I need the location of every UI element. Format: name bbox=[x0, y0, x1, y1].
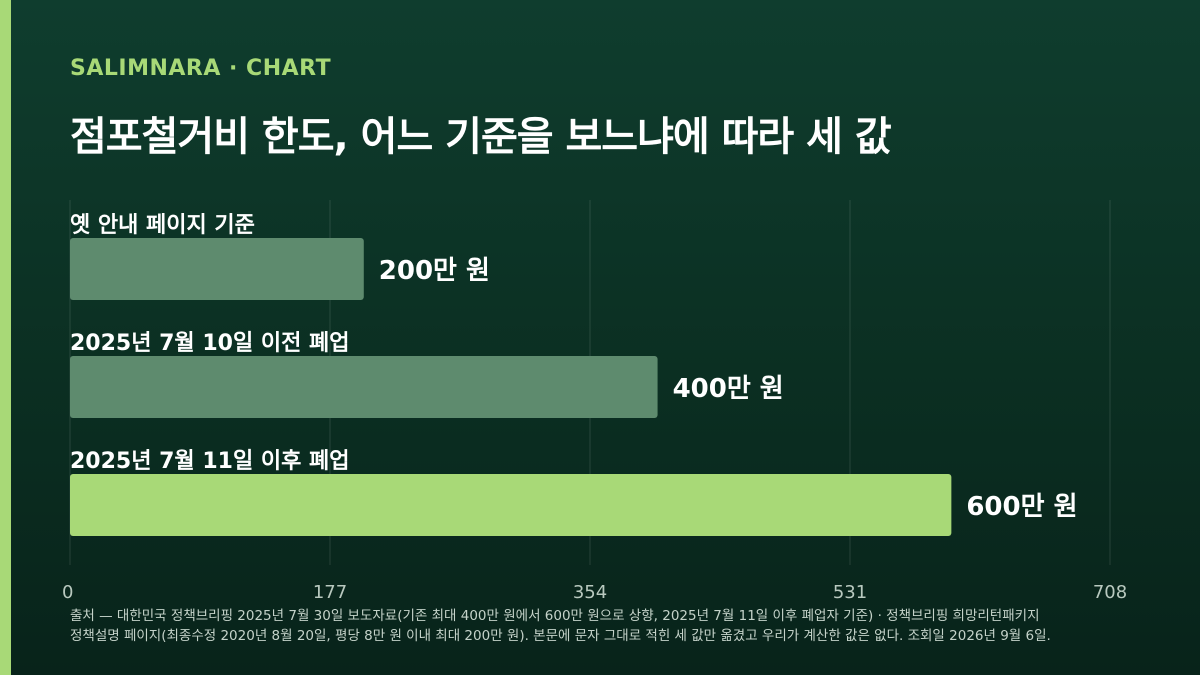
chart-title: 점포철거비 한도, 어느 기준을 보느냐에 따라 세 값 bbox=[70, 114, 892, 160]
source-line-2: 정책설명 페이지(최종수정 2020년 8월 20일, 평당 8만 원 이내 최… bbox=[70, 628, 1051, 644]
brand-label: SALIMNARA · CHART bbox=[70, 56, 332, 81]
category-label-1: 2025년 7월 10일 이전 폐업 bbox=[70, 331, 349, 356]
x-tick-label-3: 531 bbox=[833, 582, 867, 603]
bar-0 bbox=[70, 238, 364, 300]
value-label-2: 600만 원 bbox=[966, 492, 1077, 522]
value-label-0: 200만 원 bbox=[379, 256, 490, 286]
value-label-1: 400만 원 bbox=[673, 374, 784, 404]
category-label-0: 옛 안내 페이지 기준 bbox=[70, 213, 255, 238]
bar-2 bbox=[70, 474, 952, 536]
category-label-2: 2025년 7월 11일 이후 폐업 bbox=[70, 449, 349, 474]
x-tick-label-4: 708 bbox=[1093, 582, 1127, 603]
x-tick-label-2: 354 bbox=[573, 582, 607, 603]
bar-1 bbox=[70, 356, 658, 418]
source-line-1: 출처 — 대한민국 정책브리핑 2025년 7월 30일 보도자료(기존 최대 … bbox=[70, 608, 1040, 624]
x-tick-label-1: 177 bbox=[313, 582, 347, 603]
accent-stripe bbox=[0, 0, 11, 675]
x-tick-label-0: 0 bbox=[62, 582, 73, 603]
source-note: 출처 — 대한민국 정책브리핑 2025년 7월 30일 보도자료(기존 최대 … bbox=[70, 606, 1180, 646]
